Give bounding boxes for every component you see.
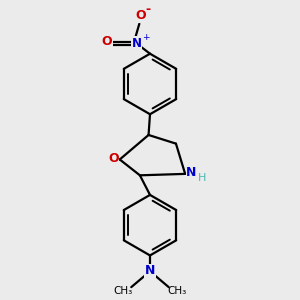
Text: -: - [146, 3, 151, 16]
Text: O: O [102, 35, 112, 48]
Text: O: O [108, 152, 119, 164]
Text: CH₃: CH₃ [114, 286, 133, 296]
Text: N: N [131, 37, 142, 50]
Text: H: H [198, 173, 207, 183]
Text: O: O [136, 9, 146, 22]
Text: +: + [142, 33, 150, 42]
Text: N: N [145, 264, 155, 277]
Text: CH₃: CH₃ [167, 286, 186, 296]
Text: N: N [186, 166, 197, 179]
